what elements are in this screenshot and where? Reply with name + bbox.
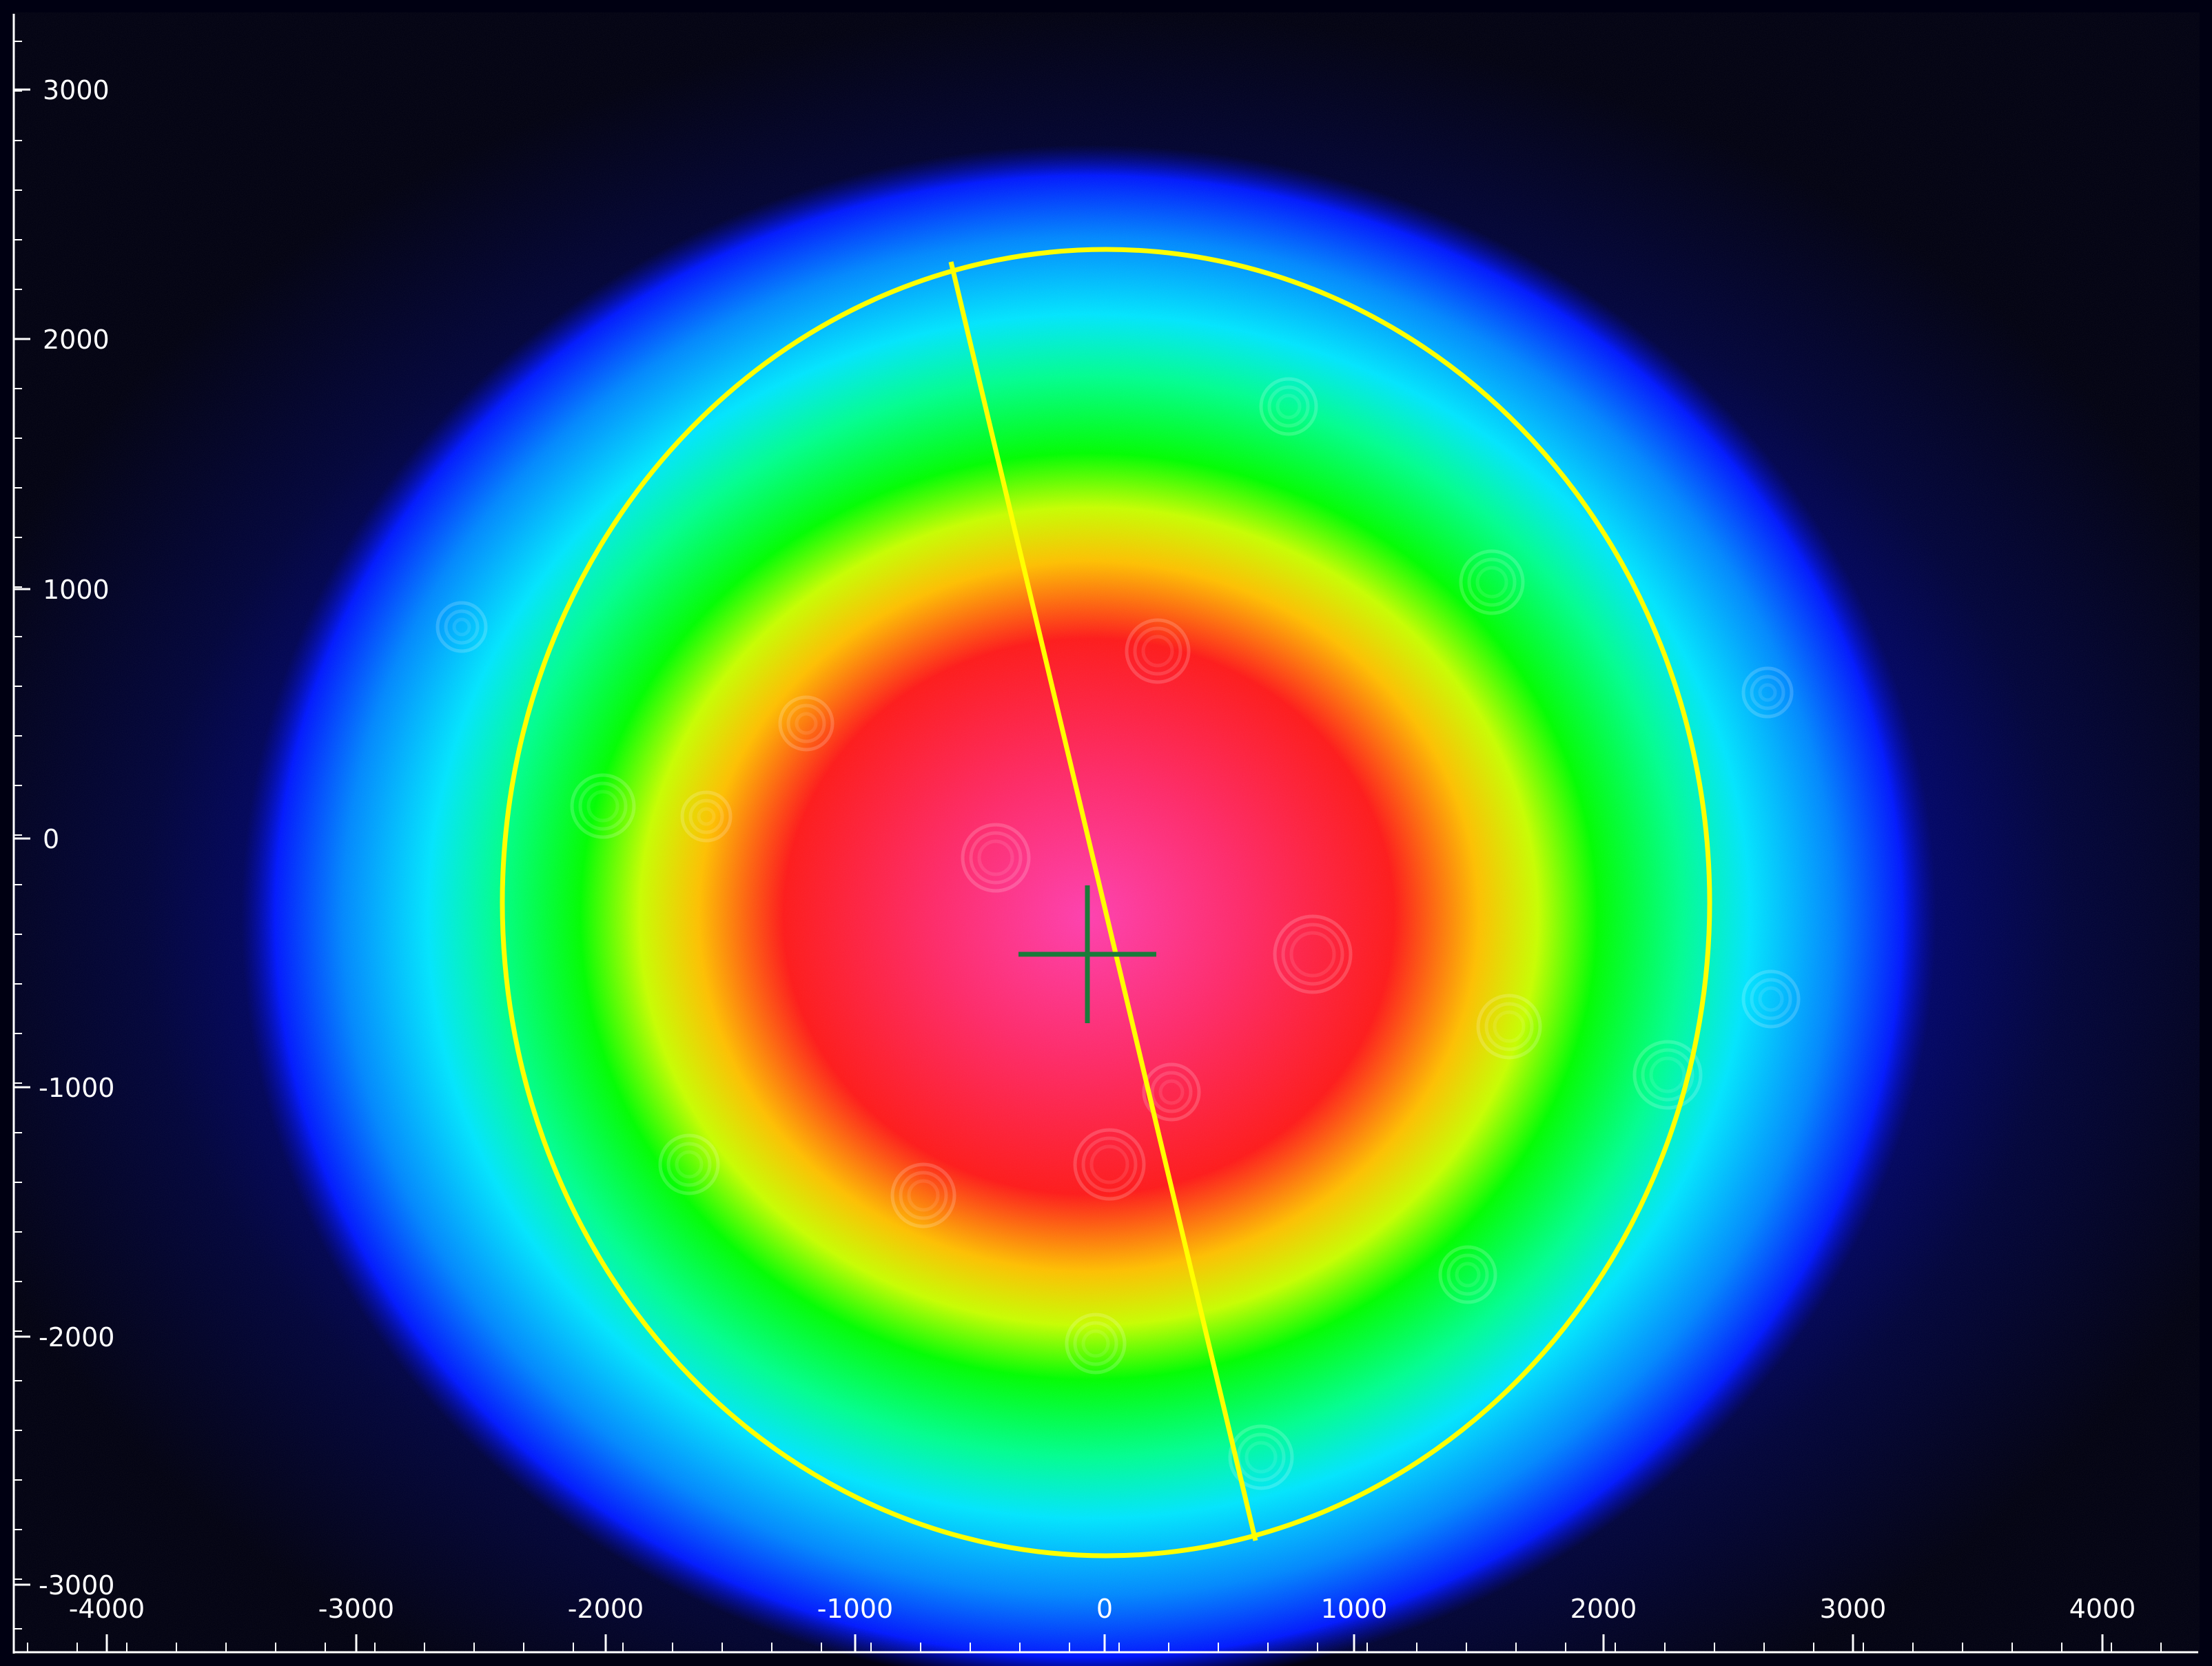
diffraction-ring — [1245, 1441, 1278, 1474]
y-tick-label: -1000 — [39, 1073, 114, 1103]
diffraction-ring — [1150, 1071, 1193, 1113]
diffraction-ring — [1741, 666, 1794, 719]
diffraction-ring — [1493, 1010, 1526, 1043]
diffraction-ring — [1133, 626, 1182, 676]
x-tick-label: -2000 — [568, 1594, 644, 1624]
diffraction-ring — [1649, 1056, 1686, 1093]
x-tick-label: -1000 — [817, 1594, 893, 1624]
diffraction-ring — [586, 790, 619, 823]
fit-ellipse — [500, 247, 1712, 1559]
diffraction-ring — [890, 1162, 956, 1228]
major-axis-line — [948, 261, 1258, 1541]
y-axis: 3000 2000 1000 0 -1000 -2000 -3000 — [14, 41, 114, 1629]
y-tick-label: -2000 — [39, 1322, 114, 1353]
diffraction-ring — [1750, 978, 1792, 1020]
diffraction-ring — [1158, 1079, 1185, 1105]
x-tick-label: 3000 — [1820, 1594, 1887, 1624]
diffraction-ring — [1141, 635, 1174, 668]
diffraction-ring — [977, 839, 1014, 876]
diffraction-ring — [1073, 1321, 1118, 1366]
diffraction-ring — [570, 773, 636, 839]
x-tick-label: 0 — [1096, 1594, 1113, 1624]
diffraction-ring — [1065, 1313, 1127, 1375]
y-tick-label: 0 — [43, 824, 59, 854]
x-tick-label: 4000 — [2069, 1594, 2136, 1624]
diffraction-ring — [680, 790, 733, 843]
diffraction-ring — [1259, 377, 1318, 436]
y-tick-label: 2000 — [43, 325, 110, 355]
diffraction-ring — [1459, 549, 1525, 615]
diffraction-ring — [658, 1133, 720, 1195]
diffraction-ring — [961, 823, 1031, 893]
diffraction-ring — [1467, 557, 1517, 607]
diffraction-ring — [778, 695, 834, 752]
diffraction-ring — [1289, 931, 1336, 978]
diffraction-ring — [899, 1171, 948, 1220]
diffraction-rings — [436, 377, 1801, 1490]
diffraction-ring — [907, 1179, 940, 1212]
diffraction-ring — [1641, 1048, 1694, 1102]
diffraction-ring — [1228, 1424, 1294, 1490]
diffraction-ring — [1142, 1062, 1201, 1122]
diffraction-ring — [444, 609, 480, 645]
diffraction-ring — [675, 1150, 704, 1179]
x-tick-label: -4000 — [69, 1594, 145, 1624]
diffraction-ring — [1081, 1136, 1138, 1193]
x-axis: -4000 -3000 -2000 -1000 0 1000 2000 3000 4000 — [27, 1594, 2162, 1652]
diffraction-ring — [1273, 914, 1353, 994]
diffraction-ring — [1267, 385, 1310, 428]
diffraction-ring — [795, 712, 818, 735]
diffraction-ring — [1741, 969, 1801, 1029]
noise-texture — [12, 12, 2200, 1654]
y-tick-label: -3000 — [39, 1570, 114, 1601]
diffraction-ring — [1455, 1262, 1481, 1288]
diffraction-ring — [666, 1142, 712, 1187]
diffraction-ring — [1281, 923, 1344, 986]
diffraction-ring — [452, 617, 471, 637]
diffraction-ring — [697, 807, 716, 826]
diffraction-ring — [1475, 566, 1508, 599]
diffraction-ring — [1632, 1040, 1703, 1110]
diffraction-ring — [1276, 393, 1302, 420]
y-tick-label: 1000 — [43, 575, 110, 605]
diffraction-ring — [1484, 1002, 1534, 1051]
diffraction-ring — [1758, 986, 1784, 1012]
diffraction-ring — [1758, 683, 1777, 702]
diffraction-ring — [969, 831, 1023, 885]
y-tick-label: 3000 — [43, 75, 110, 105]
diffraction-ring — [1476, 994, 1542, 1060]
diffraction-ring — [1446, 1253, 1489, 1296]
diffraction-ring — [578, 781, 628, 831]
diffraction-ring — [1089, 1144, 1129, 1184]
diffraction-ring — [1073, 1128, 1146, 1201]
diffraction-ring — [436, 601, 488, 653]
diffraction-ring — [1081, 1329, 1110, 1358]
x-tick-label: 2000 — [1570, 1594, 1637, 1624]
diffraction-ring — [786, 703, 826, 743]
diffraction-ring — [1438, 1245, 1497, 1304]
diffraction-ring — [688, 799, 724, 834]
centroid-crosshair — [1018, 885, 1156, 1023]
diffraction-ring — [1236, 1432, 1286, 1482]
diffraction-ring — [1750, 675, 1785, 710]
x-tick-label: -3000 — [318, 1594, 394, 1624]
x-tick-label: 1000 — [1321, 1594, 1388, 1624]
diffraction-ring — [1125, 618, 1191, 684]
